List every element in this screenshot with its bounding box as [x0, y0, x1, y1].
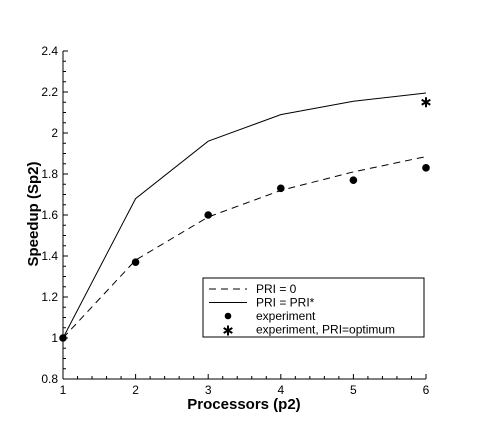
y-tick-label: 2	[51, 126, 58, 140]
x-axis-title: Processors (p2)	[187, 396, 300, 413]
y-tick-label: 1.4	[41, 249, 58, 263]
experiment-point	[59, 334, 67, 342]
legend-label: experiment	[256, 309, 316, 323]
y-tick-label: 1	[51, 331, 58, 345]
legend-star-swatch	[223, 325, 233, 336]
x-tick-label: 5	[350, 383, 357, 397]
y-tick-label: 1.6	[41, 208, 58, 222]
legend-box	[202, 277, 425, 338]
legend-label: experiment, PRI=optimum	[256, 323, 395, 337]
legend-label: PRI = PRI*	[256, 296, 315, 310]
x-tick-label: 1	[60, 383, 67, 397]
star-stroke	[223, 327, 233, 334]
experiment-point	[277, 184, 285, 193]
series-line-pri-0	[62, 156, 427, 339]
experiment-point	[131, 258, 140, 266]
experiment-point	[204, 211, 212, 219]
axes: 1 2 3 4 5 60.811.21.41.61.822.22.4	[41, 44, 429, 397]
x-tick-label: 4	[277, 383, 284, 397]
legend-item: experiment	[224, 309, 316, 323]
experiment-point	[422, 164, 430, 172]
legend-label: PRI = 0	[256, 282, 297, 296]
y-tick-label: 1.2	[41, 290, 58, 304]
star-stroke	[421, 98, 431, 106]
experiment-optimum-point	[421, 97, 431, 108]
y-tick-label: 2.2	[41, 85, 58, 99]
experiment-point	[349, 176, 358, 184]
plot-series	[59, 92, 431, 342]
y-tick-label: 2.4	[41, 44, 58, 58]
legend-item: PRI = PRI*	[209, 296, 315, 310]
x-tick-label: 3	[205, 383, 212, 397]
x-tick-label: 2	[132, 383, 139, 397]
y-axis-title: Speedup (Sp2)	[25, 161, 42, 266]
legend-item: experiment, PRI=optimum	[223, 323, 395, 337]
legend-item: PRI = 0	[209, 282, 297, 296]
x-tick-label: 6	[423, 383, 430, 397]
y-tick-label: 0.8	[41, 372, 58, 386]
y-tick-label: 1.8	[41, 167, 58, 181]
legend-dot-swatch	[224, 312, 232, 320]
series-line-pri-star	[62, 92, 427, 339]
